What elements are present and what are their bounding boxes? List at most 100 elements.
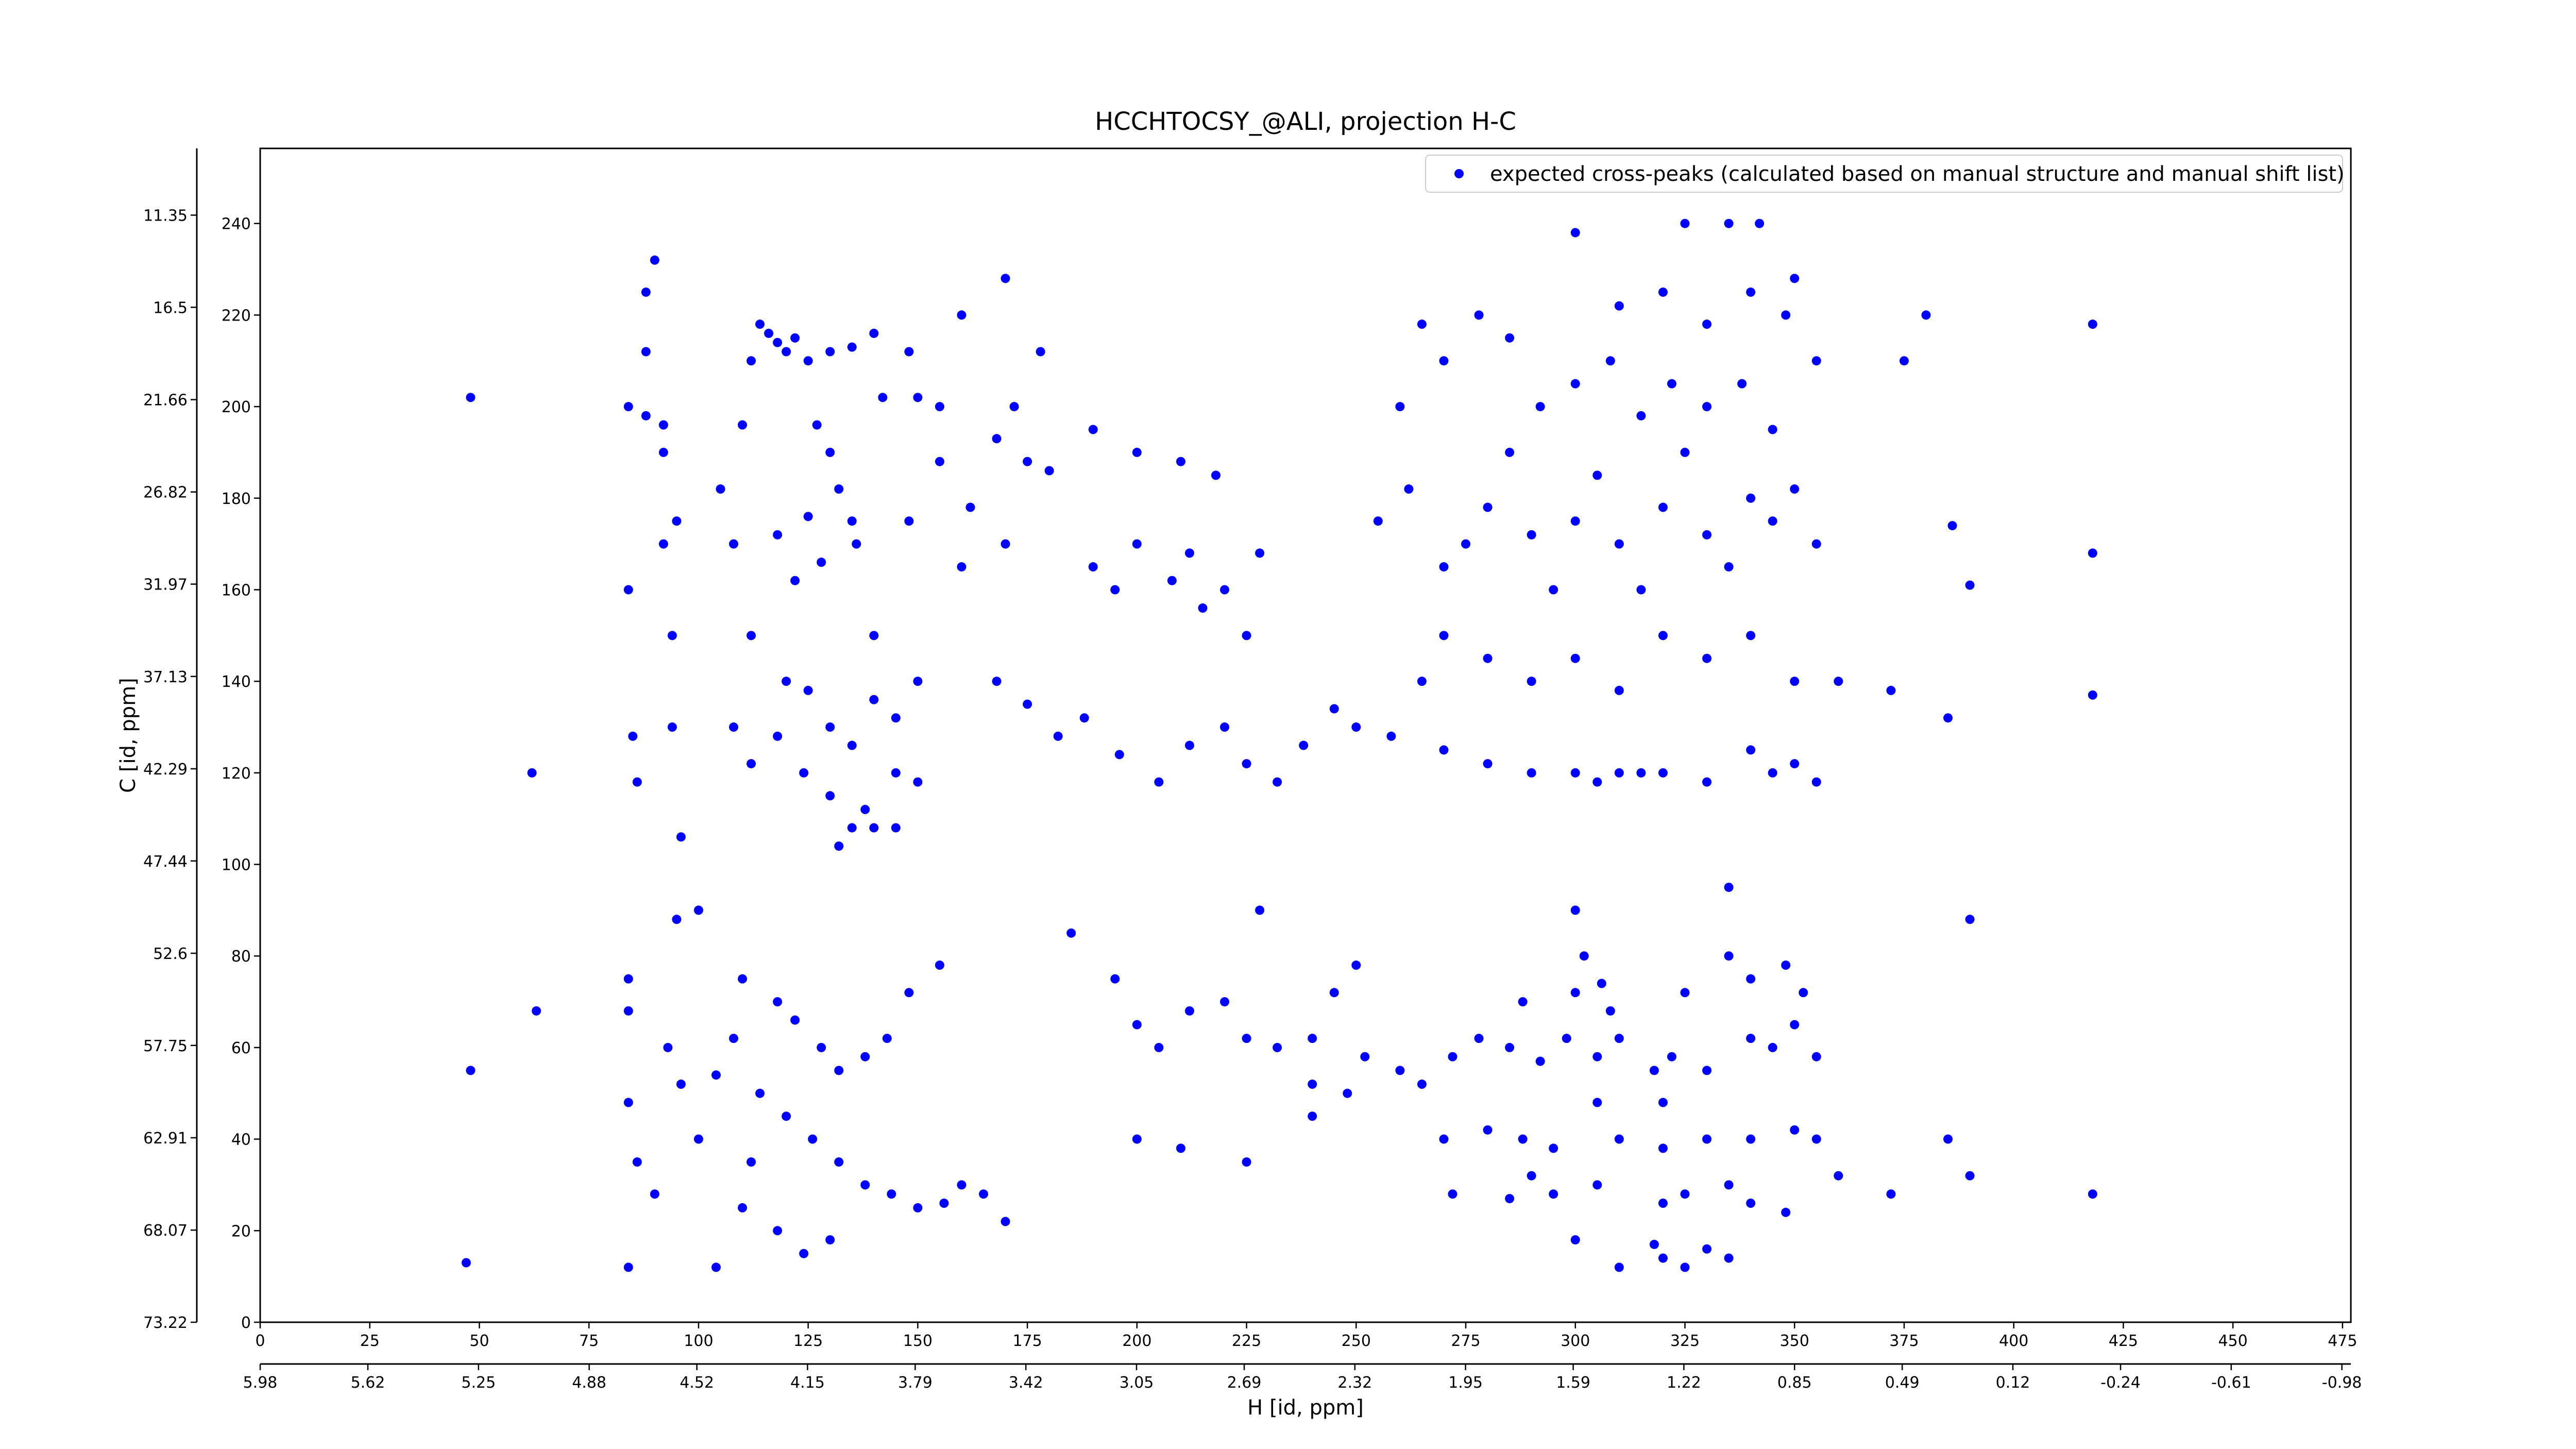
cross-peak bbox=[672, 516, 682, 526]
cross-peak bbox=[935, 457, 944, 466]
cross-peak bbox=[1811, 1052, 1821, 1062]
legend-box bbox=[1425, 155, 2343, 193]
cross-peak bbox=[667, 631, 677, 641]
cross-peak bbox=[825, 722, 835, 732]
y-tick-label: 180 bbox=[222, 490, 251, 508]
cross-peak bbox=[1702, 1244, 1712, 1254]
cross-peak bbox=[1614, 768, 1624, 778]
cross-peak bbox=[825, 347, 835, 357]
cross-peak bbox=[1680, 1262, 1690, 1272]
x-tick-label: 350 bbox=[1780, 1332, 1809, 1350]
cross-peak bbox=[904, 988, 914, 998]
cross-peak bbox=[1658, 1199, 1668, 1208]
cross-peak bbox=[1044, 466, 1054, 476]
cross-peak bbox=[1417, 1080, 1427, 1089]
cross-peak bbox=[1592, 1098, 1602, 1107]
cross-peak bbox=[1308, 1080, 1317, 1089]
legend-label: expected cross-peaks (calculated based o… bbox=[1490, 162, 2345, 186]
cross-peak bbox=[1570, 988, 1580, 998]
cross-peak bbox=[623, 1098, 633, 1107]
cross-peak bbox=[1614, 685, 1624, 695]
cross-peak bbox=[847, 823, 857, 833]
cross-peak bbox=[1395, 402, 1405, 412]
cross-peak bbox=[1724, 218, 1734, 228]
x-tick-label: 150 bbox=[903, 1332, 933, 1350]
cross-peak bbox=[1570, 905, 1580, 915]
x-tick-label: 425 bbox=[2109, 1332, 2138, 1350]
cross-peak bbox=[1781, 1207, 1791, 1217]
cross-peak bbox=[1943, 1134, 1953, 1144]
cross-peak bbox=[747, 1157, 756, 1167]
cross-peak bbox=[1549, 585, 1558, 595]
y-tick-label: 140 bbox=[222, 673, 251, 691]
x-axis-label: H [id, ppm] bbox=[1247, 1396, 1364, 1420]
cross-peak bbox=[1220, 722, 1230, 732]
cross-peak bbox=[913, 777, 923, 787]
cross-peak bbox=[1649, 1239, 1659, 1249]
cross-peak bbox=[1811, 539, 1821, 549]
cross-peak bbox=[1417, 319, 1427, 329]
cross-peak bbox=[641, 347, 651, 357]
cross-peak bbox=[1184, 1006, 1194, 1016]
y2-tick-label: 57.75 bbox=[143, 1037, 188, 1055]
cross-peak bbox=[1790, 1125, 1800, 1135]
cross-peak bbox=[825, 447, 835, 457]
cross-peak bbox=[1737, 379, 1747, 389]
x-tick-label: 400 bbox=[1999, 1332, 2028, 1350]
cross-peak bbox=[1667, 379, 1676, 389]
cross-peak bbox=[1592, 777, 1602, 787]
cross-peak bbox=[773, 997, 783, 1007]
x2-tick-label: 1.95 bbox=[1448, 1374, 1483, 1392]
cross-peak bbox=[1255, 905, 1265, 915]
cross-peak bbox=[1079, 713, 1089, 723]
x-tick-label: 0 bbox=[255, 1332, 265, 1350]
cross-peak bbox=[817, 1042, 826, 1052]
cross-peak bbox=[1360, 1052, 1370, 1062]
cross-peak bbox=[1768, 1042, 1777, 1052]
cross-peak bbox=[1110, 974, 1120, 984]
cross-peak bbox=[1505, 447, 1515, 457]
cross-peak bbox=[1184, 740, 1194, 750]
cross-peak bbox=[913, 393, 923, 402]
cross-peak bbox=[623, 402, 633, 412]
cross-peak bbox=[747, 759, 756, 769]
cross-peak bbox=[782, 1111, 791, 1121]
cross-peak bbox=[1220, 997, 1230, 1007]
cross-peak bbox=[1308, 1034, 1317, 1043]
cross-peak bbox=[1680, 1189, 1690, 1199]
x-tick-label: 250 bbox=[1342, 1332, 1371, 1350]
chart-title: HCCHTOCSY_@ALI, projection H-C bbox=[1095, 107, 1516, 136]
cross-peak bbox=[957, 310, 967, 320]
x2-tick-label: 0.85 bbox=[1777, 1374, 1812, 1392]
cross-peak bbox=[466, 393, 476, 402]
cross-peak bbox=[834, 1066, 844, 1075]
cross-peak bbox=[834, 1157, 844, 1167]
cross-peak bbox=[1001, 539, 1010, 549]
cross-peak bbox=[1474, 310, 1484, 320]
cross-peak bbox=[1001, 274, 1010, 283]
cross-peak bbox=[979, 1189, 989, 1199]
cross-peak bbox=[1702, 530, 1712, 540]
cross-peak bbox=[2088, 690, 2097, 700]
x-tick-label: 125 bbox=[793, 1332, 823, 1350]
cross-peak bbox=[799, 768, 809, 778]
cross-peak bbox=[957, 1180, 967, 1190]
cross-peak bbox=[1518, 1134, 1528, 1144]
plot-frame bbox=[259, 147, 2352, 1323]
cross-peak bbox=[466, 1066, 476, 1075]
cross-peak bbox=[1483, 759, 1493, 769]
cross-peak bbox=[1273, 777, 1282, 787]
cross-peak bbox=[847, 342, 857, 352]
cross-peak bbox=[891, 713, 901, 723]
cross-peak bbox=[782, 347, 791, 357]
x2-tick-label: 1.22 bbox=[1667, 1374, 1701, 1392]
cross-peak bbox=[1636, 768, 1646, 778]
cross-peak bbox=[1066, 928, 1076, 938]
cross-peak bbox=[1680, 218, 1690, 228]
cross-peak bbox=[1965, 1171, 1975, 1181]
cross-peak bbox=[1176, 457, 1185, 466]
cross-peak bbox=[1724, 951, 1734, 961]
x-tick-label: 50 bbox=[469, 1332, 489, 1350]
cross-peak bbox=[527, 768, 537, 778]
